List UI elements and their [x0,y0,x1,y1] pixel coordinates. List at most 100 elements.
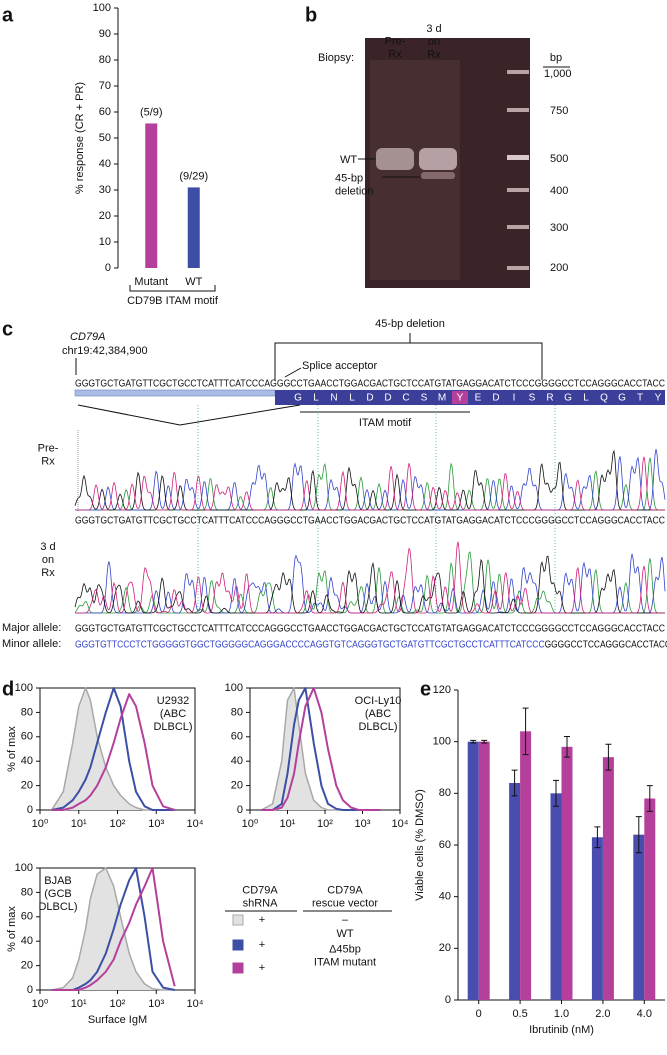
y-axis-label: Viable cells (% DMSO) [414,789,426,901]
band-label: 45-bp deletion [335,172,374,197]
legend-entry: + [259,914,265,926]
trace-sequence: GGGTGCTGATGTTCGCTGCCTCATTTCATCCCAGGGCCTG… [75,516,665,527]
x-tick-label: Mutant [134,276,168,288]
y-tick-label: 60 [21,911,33,923]
intron-bar [74,389,276,397]
allele-sequence: GGGGCCTCCAGGGCACCTACC [545,640,667,651]
y-tick-label: 20 [21,780,33,792]
amino-acid: G [294,393,302,404]
error-bar [646,785,653,812]
x-tick-label: 0 [476,1008,482,1020]
x-tick-label: 10⁴ [187,998,204,1010]
error-bar [635,816,642,854]
amino-acid: T [637,393,643,404]
motif-fan [77,404,301,426]
histogram [51,693,176,811]
x-tick-label: 2.0 [595,1008,610,1020]
ladder-label: 750 [550,105,568,117]
ladder-band [507,266,529,270]
legend-entry: – [342,914,349,926]
y-tick-label: 40 [21,755,33,767]
x-tick-label: 4.0 [637,1008,652,1020]
histogram [261,687,381,811]
x-tick-label: 10³ [355,818,371,830]
x-tick-label: 10⁰ [242,818,259,830]
bar [644,798,656,1000]
ladder-band [507,108,529,112]
y-tick-label: 40 [99,158,111,170]
ladder-label: 1,000 [544,68,572,80]
ladder-label: 400 [550,185,568,197]
error-bar [564,736,570,758]
bar [520,731,532,1000]
bar [467,741,479,1000]
sample-label: Pre-Rx [38,442,59,467]
x-tick-label: 10⁴ [187,818,204,830]
ladder-label: 300 [550,222,568,234]
y-tick-label: 100 [15,682,33,694]
bar [602,757,614,1000]
y-tick-label: 60 [99,106,111,118]
bar-annotation: (9/29) [179,170,208,182]
splice-pointer [284,367,302,378]
ladder-band [507,155,529,160]
x-tick-label: 10¹ [280,818,296,830]
legend-entry: WT [336,928,353,940]
x-tick-label: 0.5 [512,1008,527,1020]
legend-entry: + [259,939,265,951]
amino-acid: Q [600,393,608,404]
y-tick-label: 80 [231,706,243,718]
bar [187,187,200,268]
panel-letter: a [2,4,14,26]
error-bar [511,769,518,797]
x-tick-label: 10⁴ [392,818,409,830]
allele-label: Minor allele: [2,638,61,650]
gel-band [419,148,457,170]
y-tick-label: 60 [231,731,243,743]
legend-entry: + [259,962,265,974]
legend-entry: Δ45bp ITAM mutant [314,943,376,968]
y-tick-label: 40 [231,755,243,767]
x-axis-label: CD79B ITAM motif [127,295,219,307]
x-tick-label: 10³ [148,998,164,1010]
plot-annotation: BJAB (GCB DLBCL) [38,875,77,913]
x-tick-label: 10¹ [71,998,87,1010]
y-tick-label: 40 [439,891,451,903]
y-tick-label: 0 [105,262,111,274]
y-tick-label: 0 [237,804,243,816]
y-tick-label: 100 [433,736,451,748]
x-tick-label: 10² [110,998,126,1010]
amino-acid: N [330,393,337,404]
y-tick-label: 80 [99,54,111,66]
legend-swatch [232,939,244,951]
gene-label: CD79A [70,331,105,343]
x-tick-label: 1.0 [554,1008,569,1020]
ladder-band [507,225,529,229]
bar [591,837,603,1000]
y-tick-label: 40 [21,935,33,947]
biopsy-label: Biopsy: [318,52,354,64]
amino-acid: Y [457,393,464,404]
y-tick-label: 0 [445,994,451,1006]
x-tick-label: WT [185,276,202,288]
coordinate-label: chr19:42,384,900 [62,345,148,357]
category-bracket [129,285,216,292]
panel-letter: e [420,678,431,700]
plot-annotation: OCI-Ly10 (ABC DLBCL) [355,695,402,733]
y-tick-label: 30 [99,184,111,196]
ladder-label: 500 [550,153,568,165]
motif-label: ITAM motif [359,417,412,429]
y-tick-label: 80 [21,886,33,898]
error-bar [522,707,529,756]
reference-sequence: GGGTGCTGATGTTCGCTGCCTCATTTCATCCCAGGGCCTG… [75,379,665,390]
gel-band [376,148,414,170]
y-tick-label: 60 [439,839,451,851]
y-tick-label: 60 [21,731,33,743]
panel-letter: b [305,4,317,26]
panel-letter: c [2,318,13,340]
amino-acid: R [546,393,553,404]
error-bar [594,826,601,849]
bar [478,741,490,1000]
legend: + – + WT + Δ45bp ITAM mutant [232,914,376,974]
